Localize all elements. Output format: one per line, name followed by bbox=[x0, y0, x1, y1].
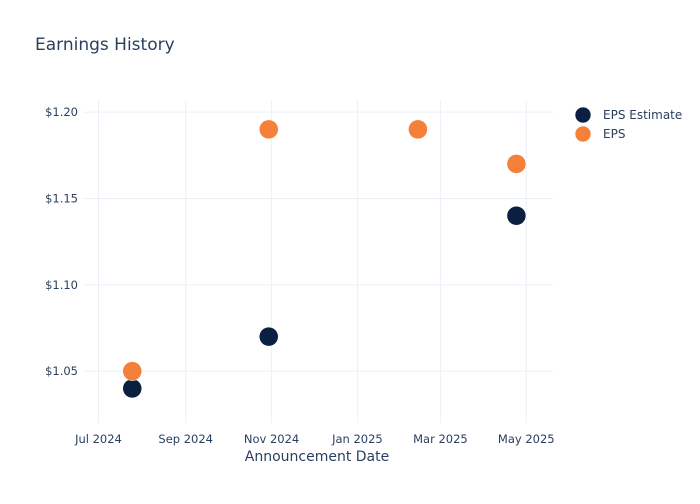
y-tick-label: $1.10 bbox=[45, 278, 78, 292]
legend-label: EPS bbox=[603, 127, 625, 141]
legend-item[interactable]: EPS Estimate bbox=[574, 106, 682, 124]
legend-marker bbox=[574, 106, 592, 124]
legend[interactable]: EPS Estimate EPS bbox=[574, 106, 682, 143]
legend-item[interactable]: EPS bbox=[574, 125, 625, 143]
data-point[interactable] bbox=[258, 326, 279, 347]
series-eps-estimate bbox=[122, 119, 527, 399]
x-tick-label: Jul 2024 bbox=[74, 432, 122, 446]
data-points bbox=[122, 119, 527, 399]
x-tick-label: Nov 2024 bbox=[244, 432, 299, 446]
x-tick-label: Mar 2025 bbox=[413, 432, 468, 446]
data-point[interactable] bbox=[258, 119, 279, 140]
chart-title: Earnings History bbox=[35, 35, 175, 55]
x-axis-title: Announcement Date bbox=[245, 449, 389, 465]
legend-label: EPS Estimate bbox=[603, 108, 682, 122]
x-tick-label: May 2025 bbox=[498, 432, 555, 446]
x-tick-label: Sep 2024 bbox=[158, 432, 213, 446]
y-tick-label: $1.20 bbox=[45, 105, 78, 119]
series-eps bbox=[122, 119, 527, 381]
data-point[interactable] bbox=[506, 154, 527, 174]
data-point[interactable] bbox=[506, 205, 527, 226]
data-point[interactable] bbox=[408, 119, 428, 140]
y-tick-label: $1.05 bbox=[45, 364, 78, 378]
data-point[interactable] bbox=[122, 378, 143, 399]
legend-marker bbox=[574, 125, 592, 143]
axis-tick-labels: Jul 2024 Sep 2024 Nov 2024 Jan 2025 Mar 2025… bbox=[45, 105, 555, 446]
grid-lines bbox=[83, 100, 553, 423]
data-point[interactable] bbox=[122, 361, 143, 381]
x-tick-label: Jan 2025 bbox=[331, 432, 383, 446]
y-tick-label: $1.15 bbox=[45, 191, 78, 205]
